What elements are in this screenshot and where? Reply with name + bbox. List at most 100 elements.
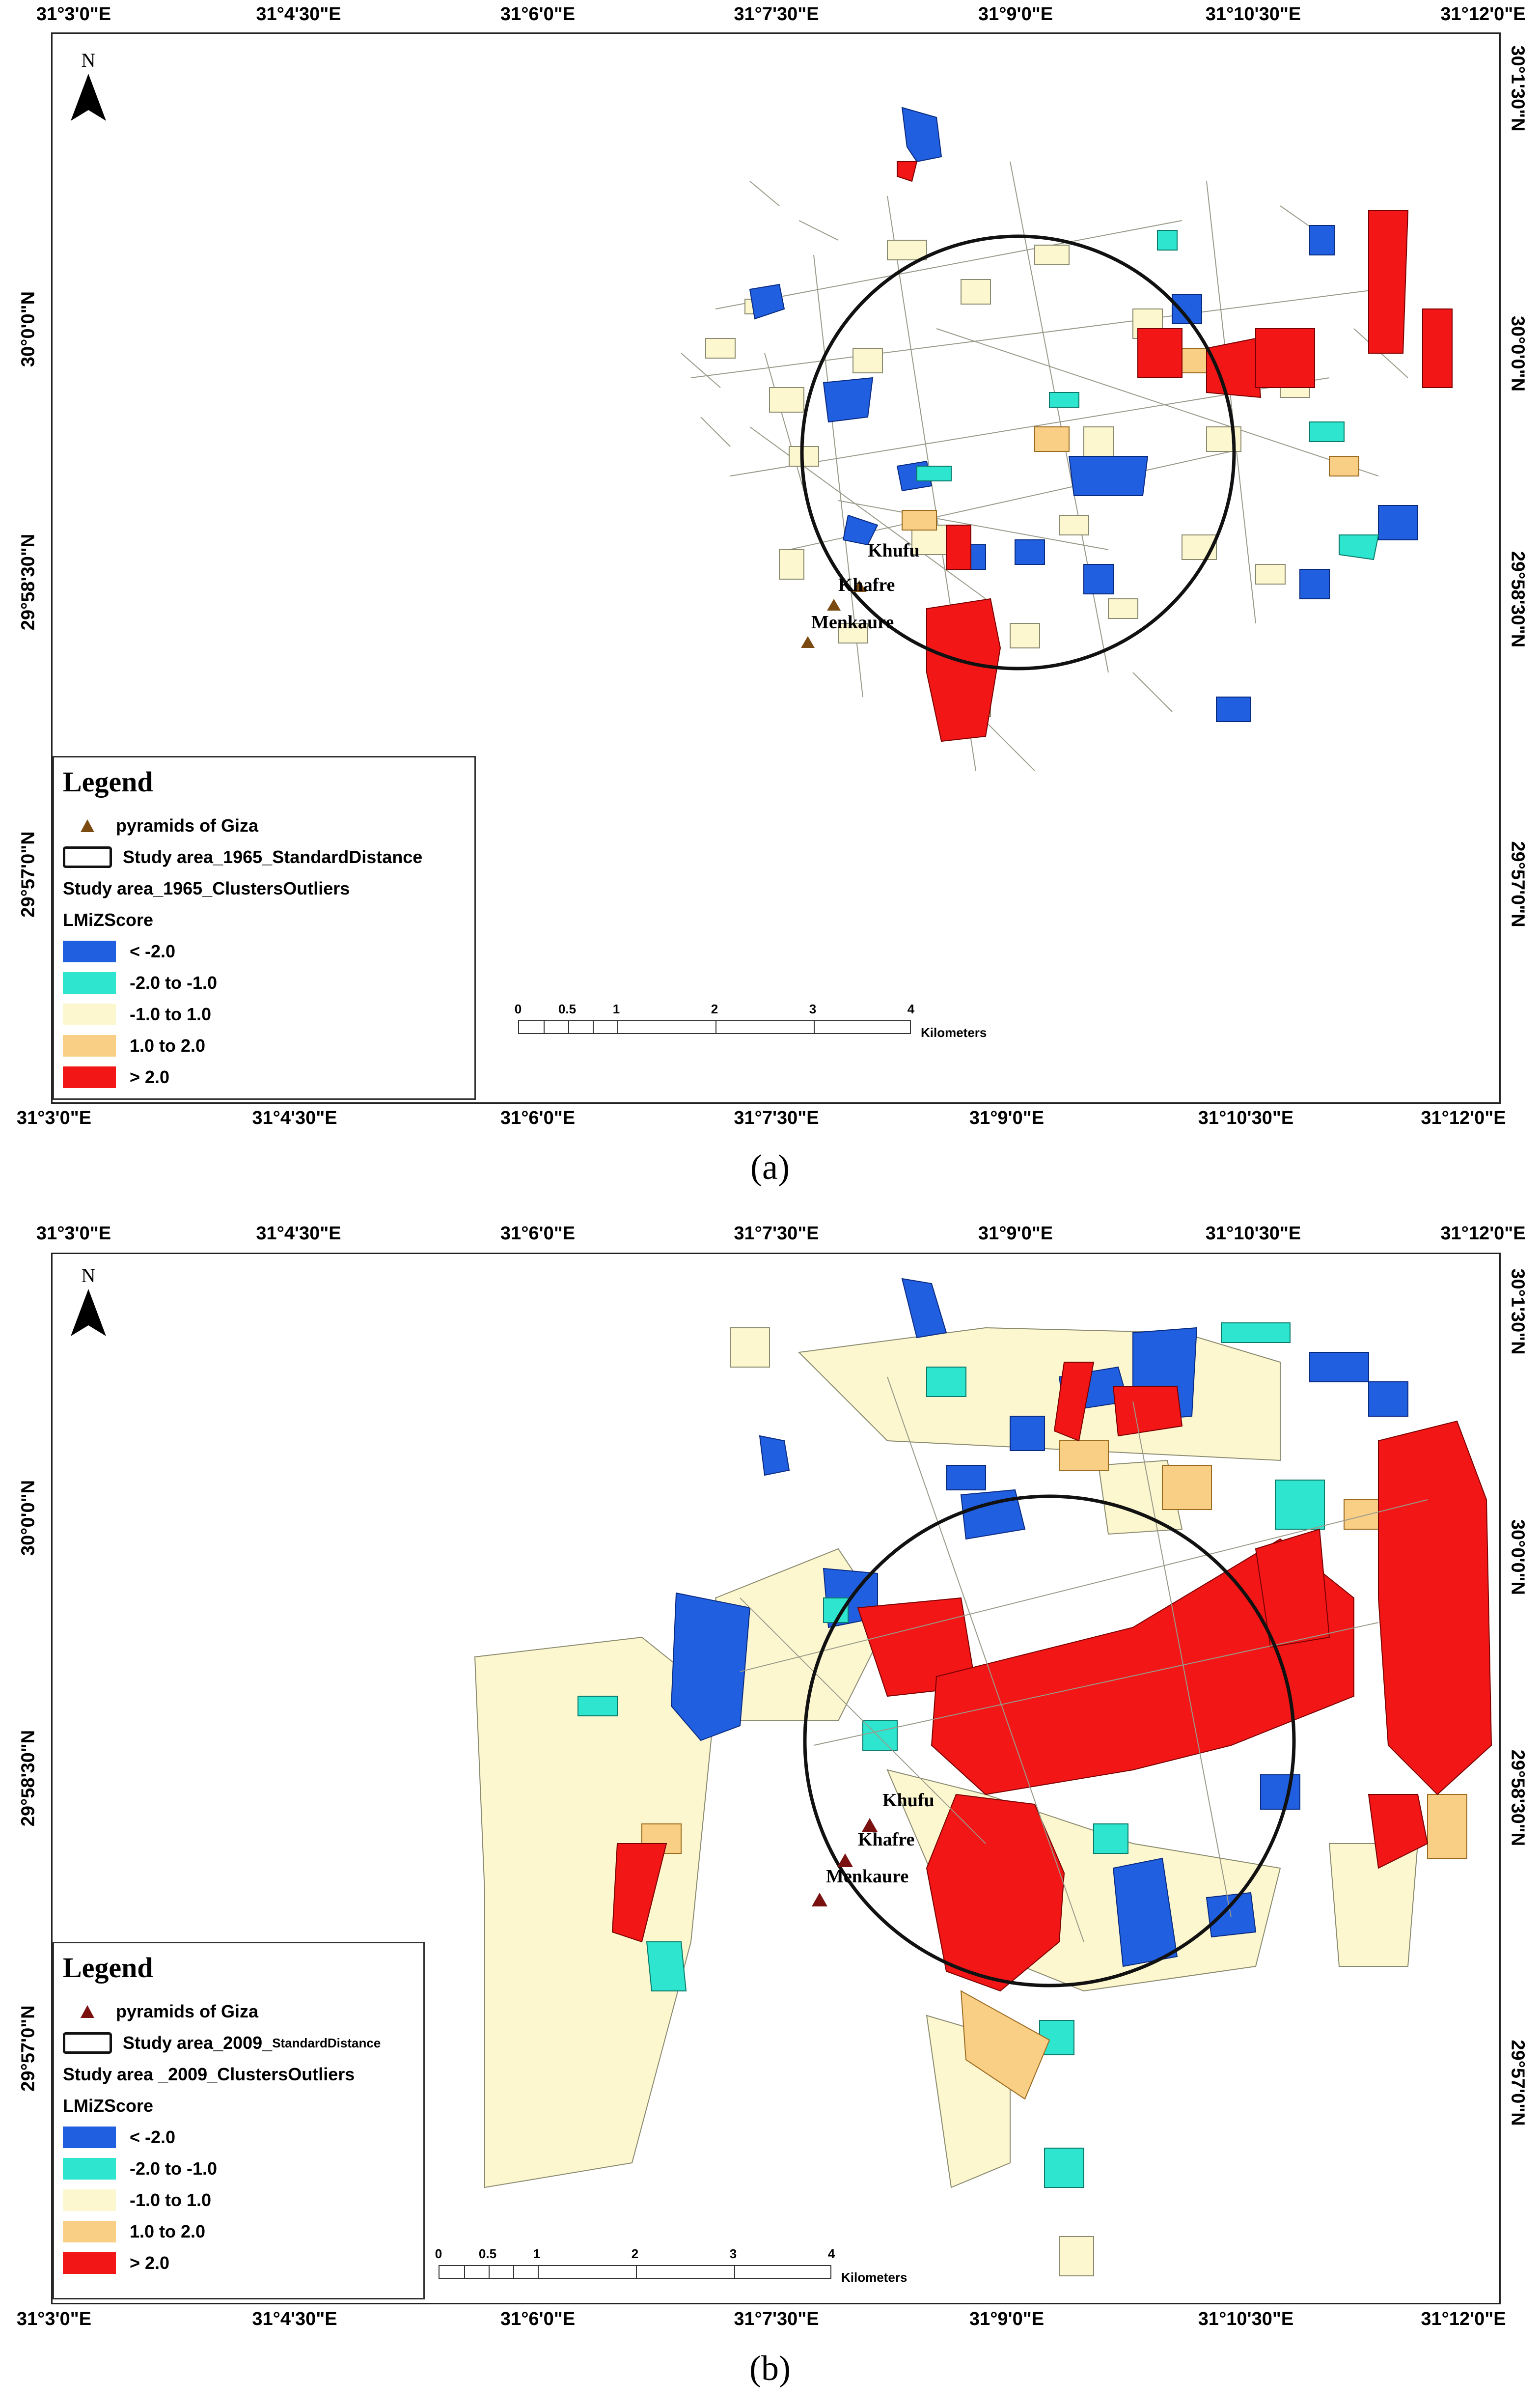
label-khafre: Khafre bbox=[838, 575, 895, 595]
swatch-high bbox=[63, 1066, 116, 1088]
lon-tick: 31°4'30"E bbox=[252, 1108, 337, 1128]
lon-tick: 31°12'0"E bbox=[1440, 4, 1526, 25]
legend-class-label: -2.0 to -1.0 bbox=[130, 973, 218, 993]
legend-title: Legend bbox=[63, 766, 153, 798]
legend-std-distance: Study area_2009_ StandardDistance bbox=[63, 2027, 414, 2059]
scale-tick: 1 bbox=[612, 1002, 620, 1016]
lon-tick: 31°12'0"E bbox=[1440, 1223, 1526, 1244]
legend-pyramids: pyramids of Giza bbox=[63, 810, 466, 841]
legend-class-label: 1.0 to 2.0 bbox=[130, 2221, 206, 2241]
high-z-clusters bbox=[897, 161, 1453, 742]
lat-tick: 30°1'30"N bbox=[1507, 45, 1528, 132]
swatch-mid-low bbox=[63, 972, 116, 994]
lat-tick: 30°0'0"N bbox=[18, 291, 39, 367]
legend-std-distance-label: Study area_2009_ bbox=[123, 2033, 273, 2053]
caption-a: (a) bbox=[750, 1148, 790, 1187]
lon-tick: 31°6'0"E bbox=[500, 1108, 576, 1128]
map-frame-b: N Khufu Khafre Menkaure Legend pyramids … bbox=[51, 1253, 1501, 2304]
street-network bbox=[681, 161, 1408, 771]
legend-class-label: > 2.0 bbox=[130, 2253, 170, 2273]
lat-tick: 29°57'0"N bbox=[18, 831, 39, 918]
scale-tick: 2 bbox=[631, 2246, 639, 2261]
label-menkaure: Menkaure bbox=[811, 612, 894, 633]
legend-class-label: < -2.0 bbox=[130, 2127, 176, 2147]
legend-class: 1.0 to 2.0 bbox=[63, 2216, 414, 2247]
scale-tick: 0.5 bbox=[558, 1002, 577, 1016]
lon-tick: 31°4'30"E bbox=[256, 1223, 341, 1244]
lat-tick: 29°58'30"N bbox=[1507, 551, 1528, 648]
lat-tick: 30°1'30"N bbox=[1507, 1268, 1528, 1355]
pyramid-menkaure-marker bbox=[812, 1893, 827, 1906]
lon-tick: 31°3'0"E bbox=[36, 1223, 111, 1244]
legend-class-label: < -2.0 bbox=[130, 941, 176, 961]
swatch-mid-low bbox=[63, 2158, 116, 2180]
scale-bar-graphic bbox=[439, 2265, 831, 2279]
swatch-low bbox=[63, 2127, 116, 2148]
low-z-clusters bbox=[749, 107, 1418, 722]
legend-class: -1.0 to 1.0 bbox=[63, 2184, 414, 2216]
outline-icon bbox=[63, 2032, 112, 2054]
lon-tick: 31°10'30"E bbox=[1205, 1223, 1301, 1244]
legend-class-label: -1.0 to 1.0 bbox=[130, 1004, 212, 1024]
label-khufu: Khufu bbox=[882, 1790, 935, 1811]
scale-unit: Kilometers bbox=[841, 2270, 908, 2285]
outline-icon bbox=[63, 846, 112, 868]
scale-tick: 0 bbox=[435, 2246, 442, 2261]
lon-tick: 31°3'0"E bbox=[16, 1108, 92, 1128]
legend-field-label: LMiZScore bbox=[63, 910, 154, 930]
high-z-clusters bbox=[611, 1362, 1492, 1992]
lon-tick: 31°7'30"E bbox=[734, 4, 819, 25]
triangle-icon bbox=[81, 819, 94, 832]
map-panel-b: 31°3'0"E 31°4'30"E 31°6'0"E 31°7'30"E 31… bbox=[0, 1204, 1540, 2407]
standard-distance-circle bbox=[800, 234, 1236, 671]
north-letter: N bbox=[81, 49, 96, 71]
label-khufu: Khufu bbox=[868, 540, 920, 561]
lon-tick: 31°6'0"E bbox=[500, 2309, 576, 2329]
legend-field-label: LMiZScore bbox=[63, 2096, 154, 2116]
lon-tick: 31°3'0"E bbox=[36, 4, 111, 25]
legend-class-label: 1.0 to 2.0 bbox=[130, 1036, 206, 1056]
legend-title: Legend bbox=[63, 1952, 153, 1984]
legend-pyramids: pyramids of Giza bbox=[63, 1996, 414, 2027]
scale-tick: 2 bbox=[711, 1002, 718, 1016]
legend-std-distance-suffix: StandardDistance bbox=[272, 2035, 381, 2050]
lon-tick: 31°10'30"E bbox=[1198, 1108, 1294, 1128]
scale-bar-graphic bbox=[518, 1020, 911, 1034]
legend-class: -1.0 to 1.0 bbox=[63, 999, 466, 1030]
map-canvas-a bbox=[681, 107, 1453, 771]
scale-tick: 3 bbox=[809, 1002, 817, 1016]
lon-tick: 31°9'0"E bbox=[969, 1108, 1045, 1128]
street-network bbox=[740, 1376, 1428, 1942]
lon-tick: 31°4'30"E bbox=[252, 2309, 337, 2329]
lon-tick: 31°10'30"E bbox=[1198, 2309, 1294, 2329]
pyramid-markers bbox=[812, 1818, 878, 1906]
swatch-low bbox=[63, 941, 116, 962]
lon-tick: 31°7'30"E bbox=[734, 1223, 819, 1244]
legend-class-label: > 2.0 bbox=[130, 1067, 170, 1087]
legend-class: < -2.0 bbox=[63, 936, 466, 967]
map-canvas-b bbox=[474, 1278, 1492, 2276]
scale-unit: Kilometers bbox=[921, 1025, 987, 1040]
lat-tick: 30°0'0"N bbox=[1507, 1519, 1528, 1595]
mid-high-clusters bbox=[902, 348, 1359, 531]
legend-class: -2.0 to -1.0 bbox=[63, 2153, 414, 2184]
north-arrow: N bbox=[61, 1264, 115, 1343]
legend-class: 1.0 to 2.0 bbox=[63, 1030, 466, 1062]
lon-tick: 31°10'30"E bbox=[1205, 4, 1301, 25]
lon-tick: 31°9'0"E bbox=[969, 2309, 1045, 2329]
pyramid-khufu-marker bbox=[852, 580, 866, 592]
mid-low-clusters bbox=[916, 230, 1379, 560]
lat-tick: 29°57'0"N bbox=[1507, 841, 1528, 927]
lat-tick: 30°0'0"N bbox=[1507, 315, 1528, 392]
scale-tick: 4 bbox=[907, 1002, 915, 1016]
map-frame-a: N Khufu Khafre Menkaure Legend pyramids … bbox=[51, 32, 1501, 1104]
legend-class-label: -2.0 to -1.0 bbox=[130, 2158, 218, 2179]
legend-class-label: -1.0 to 1.0 bbox=[130, 2190, 212, 2210]
legend-std-distance: Study area_1965_StandardDistance bbox=[63, 841, 466, 873]
legend-std-distance-label: Study area_1965_StandardDistance bbox=[123, 847, 423, 867]
lon-tick: 31°7'30"E bbox=[734, 2309, 819, 2329]
lon-tick: 31°3'0"E bbox=[16, 2309, 92, 2329]
legend-class: > 2.0 bbox=[63, 1062, 466, 1093]
lon-tick: 31°9'0"E bbox=[978, 4, 1053, 25]
north-arrow-icon bbox=[71, 1289, 106, 1336]
